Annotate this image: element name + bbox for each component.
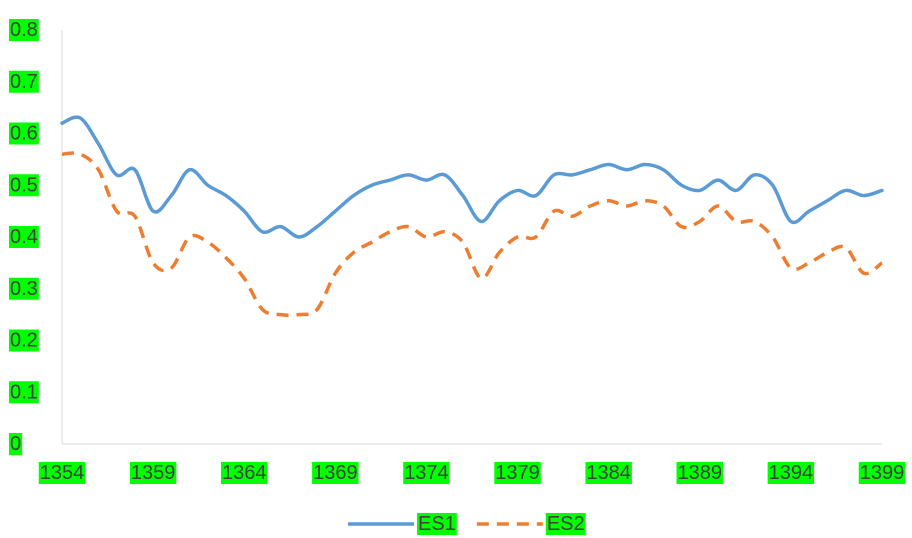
y-tick-label-text: 0	[10, 433, 21, 455]
legend-label-text: ES2	[547, 513, 585, 535]
y-tick-label-text: 0.1	[10, 381, 38, 403]
legend: ES1 ES2	[348, 513, 586, 535]
series-line-es2	[61, 151, 884, 318]
x-tick-label-highlight	[767, 462, 815, 484]
series-line-es1	[60, 115, 884, 239]
y-tick-label-highlight	[9, 329, 39, 352]
legend-label-highlight	[417, 513, 457, 535]
x-tick-label: 1384	[585, 462, 632, 484]
y-tick-label: 0.7	[9, 70, 39, 93]
x-tick-label-highlight	[403, 462, 450, 484]
y-tick-label: 0	[9, 433, 23, 455]
x-tick-label-highlight	[129, 462, 177, 484]
legend-label: ES1	[417, 513, 457, 535]
y-tick-label-text: 0.5	[10, 174, 38, 196]
y-tick-label-text: 0.7	[10, 71, 38, 93]
y-tick-label: 0.8	[9, 19, 39, 41]
y-tick-label-text: 0.2	[10, 330, 38, 352]
x-tick-label-text: 1359	[131, 462, 176, 484]
x-tick-label-highlight	[676, 462, 724, 484]
x-tick-label-highlight	[585, 462, 632, 484]
y-tick-label: 0.1	[9, 381, 39, 404]
y-tick-label-highlight	[9, 433, 23, 455]
series-layer	[60, 115, 884, 318]
y-tick-label-text: 0.4	[10, 226, 38, 248]
y-tick-label-highlight	[9, 122, 39, 145]
x-tick-label: 1379	[494, 462, 541, 484]
y-axis-tick-labels: 0 0.1 0.2 0.3 0.4 0.5 0.6 0.7 0.8	[9, 19, 39, 455]
x-tick-label-text: 1399	[860, 462, 905, 484]
y-tick-label-text: 0.6	[10, 123, 38, 145]
x-tick-label-text: 1354	[40, 462, 85, 484]
x-tick-label-highlight	[38, 462, 86, 484]
legend-label: ES2	[545, 513, 586, 535]
x-tick-label-text: 1379	[495, 462, 540, 484]
y-tick-label-highlight	[9, 70, 39, 93]
axes	[61, 30, 882, 445]
x-tick-label: 1369	[312, 462, 359, 484]
x-tick-label: 1394	[767, 462, 815, 484]
y-tick-label-text: 0.3	[10, 278, 38, 300]
y-tick-label: 0.4	[9, 226, 39, 248]
x-tick-label-text: 1369	[313, 462, 358, 484]
legend-label-text: ES1	[418, 513, 456, 535]
x-tick-label-text: 1384	[586, 462, 631, 484]
x-tick-label-text: 1389	[678, 462, 723, 484]
x-tick-label: 1364	[220, 462, 268, 484]
y-tick-label: 0.5	[9, 174, 39, 197]
y-tick-label-highlight	[9, 174, 39, 197]
x-tick-label-text: 1374	[404, 462, 449, 484]
y-tick-label: 0.6	[9, 122, 39, 145]
x-tick-label: 1354	[38, 462, 86, 484]
y-tick-label-highlight	[9, 19, 39, 41]
x-axis-tick-labels: 1354 1359 1364 1369 1374 1379 1384 1389 1394 1399	[38, 462, 906, 484]
y-tick-label: 0.3	[9, 277, 39, 300]
x-tick-label-text: 1394	[769, 462, 814, 484]
x-tick-label: 1389	[676, 462, 724, 484]
y-tick-label-text: 0.8	[10, 19, 38, 41]
x-tick-label-highlight	[220, 462, 268, 484]
legend-label-highlight	[545, 513, 586, 535]
x-tick-label: 1359	[129, 462, 177, 484]
x-tick-label-highlight	[858, 462, 906, 484]
x-tick-label: 1374	[403, 462, 450, 484]
x-tick-label-highlight	[494, 462, 541, 484]
y-tick-label-highlight	[9, 226, 39, 248]
x-tick-label: 1399	[858, 462, 906, 484]
x-tick-label-text: 1364	[222, 462, 267, 484]
legend-item-es1: ES1	[348, 513, 457, 535]
y-tick-label: 0.2	[9, 329, 39, 352]
y-tick-label-highlight	[9, 381, 39, 404]
y-tick-label-highlight	[9, 277, 39, 300]
x-tick-label-highlight	[312, 462, 359, 484]
legend-item-es2: ES2	[476, 513, 586, 535]
